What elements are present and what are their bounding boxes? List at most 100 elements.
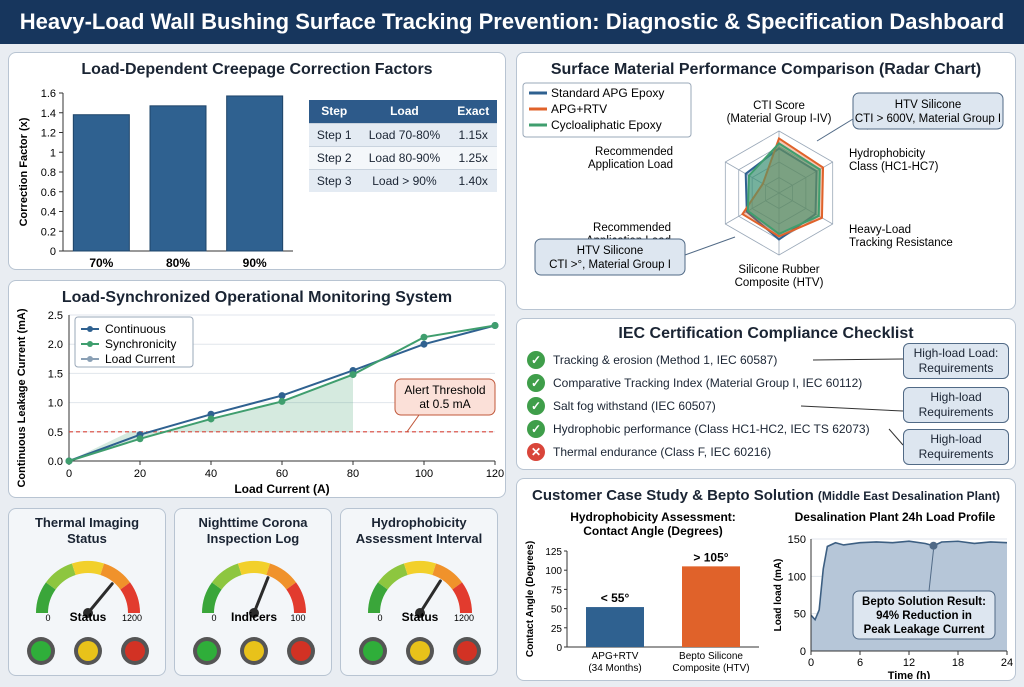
table-cell: 1.40x — [449, 168, 497, 192]
y-tick-label: 0.5 — [48, 427, 63, 439]
callout-line: High-load Load: — [913, 346, 999, 360]
gauge-hub — [249, 608, 259, 618]
data-point — [207, 415, 215, 423]
x-tick-label: 20 — [134, 468, 146, 480]
radar-callout-box — [534, 238, 686, 276]
gauge-max-label: 1200 — [122, 613, 142, 623]
status-light — [125, 641, 145, 661]
gauge-min-label: 0 — [377, 613, 382, 623]
data-point — [491, 322, 499, 330]
x-tick-label: 80% — [166, 256, 190, 269]
gauge-label: Status — [402, 610, 439, 624]
gauge-card-thermal: Thermal Imaging Status 0 1200 Status — [8, 508, 166, 676]
x-tick-label: 80 — [347, 468, 359, 480]
callout-leader — [800, 405, 904, 412]
y-axis-label: Contact Angle (Degrees) — [525, 541, 536, 657]
data-point — [420, 333, 428, 341]
gauge-min-label: 0 — [45, 613, 50, 623]
gauge-band — [45, 563, 76, 590]
callout-leader — [816, 118, 854, 142]
data-point — [278, 392, 286, 400]
status-light — [197, 641, 217, 661]
gauge-max-label: 1200 — [454, 613, 474, 623]
gauge-title-line: Hydrophobicity — [371, 515, 467, 530]
radar-callout-box — [852, 92, 1004, 130]
y-tick-label: 1.2 — [41, 128, 56, 140]
checklist-item: ✓ Hydrophobic performance (Class HC1-HC2… — [527, 419, 870, 439]
y-tick-label: 0.4 — [41, 207, 56, 219]
monitoring-title: Load-Synchronized Operational Monitoring… — [61, 289, 453, 306]
gauge-band — [100, 563, 131, 590]
y-tick-label: 1.5 — [48, 368, 63, 380]
legend-label: APG+RTV — [551, 102, 607, 116]
result-annotation-text: Bepto Solution Result: — [862, 596, 986, 608]
iec-callout: High-load Load: Requirements — [903, 343, 1009, 379]
x-tick-label: APG+RTV — [592, 651, 639, 662]
iec-callout: High-load Requirements — [903, 429, 1009, 465]
table-cell: 1.25x — [449, 145, 497, 169]
y-tick-label: 1 — [50, 147, 56, 159]
y-tick-label: 0.6 — [41, 187, 56, 199]
legend-label: Standard APG Epoxy — [551, 86, 664, 100]
shaded-area — [69, 374, 353, 461]
check-icon: ✓ — [527, 397, 545, 415]
radar-callout-text: HTV Silicone — [577, 245, 643, 257]
radar-axis-label: Recommended — [593, 222, 671, 234]
x-tick-label: Composite (HTV) — [672, 663, 749, 674]
table-cell: Load > 90% — [359, 168, 450, 192]
y-tick-label: 0.2 — [41, 226, 56, 238]
iec-panel: IEC Certification Compliance Checklist ✓… — [516, 318, 1016, 470]
status-light — [363, 641, 383, 661]
result-annotation-text: 94% Reduction in — [876, 610, 972, 622]
data-label: > 105° — [693, 550, 728, 564]
legend-marker — [87, 356, 93, 362]
bar — [149, 105, 207, 252]
legend-marker — [87, 341, 93, 347]
x-tick-label: Bepto Silicone — [679, 651, 743, 662]
gauge-hub — [83, 608, 93, 618]
y-axis-label: Continuous Leakage Current (mA) — [16, 308, 28, 487]
gauge-band — [36, 582, 56, 614]
x-tick-label: 60 — [276, 468, 288, 480]
gauge-needle — [418, 579, 442, 615]
x-tick-label: 100 — [415, 468, 433, 480]
gauge-card-hydrophobicity: Hydrophobicity Assessment Interval 0 1200… — [340, 508, 498, 676]
gauge-band — [211, 563, 242, 590]
gauge-dial: 0 1200 Status — [27, 561, 149, 665]
dashboard-title: Heavy-Load Wall Bushing Surface Tracking… — [0, 0, 1024, 44]
table-cell: Load 70-80% — [359, 122, 450, 146]
callout-line: Requirements — [918, 405, 994, 419]
radar-callout-text: HTV Silicone — [895, 99, 961, 111]
area-line — [810, 540, 1008, 622]
x-tick-label: 40 — [205, 468, 217, 480]
y-tick-label: 0.0 — [48, 456, 63, 468]
gauge-needle — [86, 582, 114, 615]
marker-point — [929, 541, 938, 550]
checklist-item: ✓ Comparative Tracking Index (Material G… — [527, 373, 862, 393]
callout-line: Requirements — [918, 361, 994, 375]
gauge-card-corona: Nighttime Corona Inspection Log 0 100 Indi… — [174, 508, 332, 676]
x-tick-label: 6 — [857, 657, 863, 669]
chart-title: Desalination Plant 24h Load Profile — [795, 510, 996, 524]
gauge-title: Thermal Imaging Status — [9, 515, 165, 547]
gauge-title-line: Status — [67, 531, 107, 546]
legend-label: Load Current — [105, 352, 176, 366]
callout-leader — [684, 236, 736, 256]
table-header: Exact — [449, 100, 497, 123]
y-tick-label: 50 — [794, 609, 806, 621]
legend-label: Cycloaliphatic Epoxy — [551, 118, 662, 132]
radar-callout-text: CTI > 600V, Material Group I — [855, 113, 1001, 125]
result-annotation-box — [852, 590, 996, 640]
gauge-title-line: Nighttime Corona — [198, 515, 308, 530]
y-tick-label: 50 — [551, 605, 563, 616]
cross-icon: ✕ — [527, 443, 545, 461]
table-cell: Step 1 — [309, 122, 360, 146]
radar-axis-label: Application Load — [588, 159, 673, 171]
radar-axis-label: Heavy-Load — [849, 224, 911, 236]
iec-title: IEC Certification Compliance Checklist — [618, 325, 914, 342]
gauge-band — [452, 582, 472, 614]
radar-axis-label: CTI Score — [753, 100, 805, 112]
annotation-leader — [406, 414, 420, 433]
y-tick-label: 100 — [545, 566, 562, 577]
radar-axis-label: (Material Group I-IV) — [727, 113, 832, 125]
